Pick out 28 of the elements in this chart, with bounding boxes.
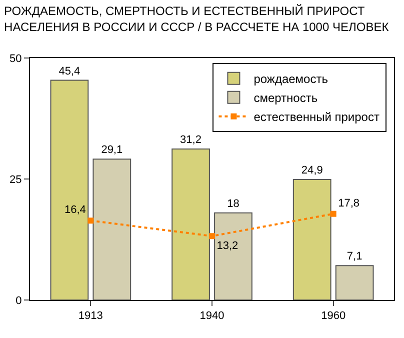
y-tick-label: 0 xyxy=(16,294,22,307)
data-label: 31,2 xyxy=(180,134,202,146)
bar xyxy=(214,212,252,300)
chart-title: РОЖДАЕМОСТЬ, СМЕРТНОСТЬ И ЕСТЕСТВЕННЫЙ ПРИРОСТ НАСЕЛЕНИЯ В РОССИИ И СССР / В РАССЧЕТЕ НА 1000 ЧЕЛОВЕК xyxy=(4,4,389,34)
data-label: 45,4 xyxy=(58,65,80,78)
bar xyxy=(335,265,374,300)
point xyxy=(88,218,94,224)
data-label: 13,2 xyxy=(216,240,238,252)
bar xyxy=(292,178,332,300)
point xyxy=(209,233,215,240)
x-tick-label: 1940 xyxy=(200,310,224,322)
y-tick-label: 50 xyxy=(10,52,22,65)
legend-label: естественный прирост xyxy=(254,110,380,124)
bar xyxy=(92,158,132,300)
data-label: 7,1 xyxy=(346,250,362,263)
data-label: 18 xyxy=(227,198,240,210)
y-tick-label: 25 xyxy=(10,174,22,186)
bar xyxy=(50,80,89,300)
x-tick-label: 1960 xyxy=(321,310,346,322)
legend-label: рождаемость xyxy=(254,72,328,86)
data-label: 17,8 xyxy=(338,197,360,210)
data-label: 16,4 xyxy=(64,204,86,216)
bar xyxy=(172,148,210,300)
data-label: 29,1 xyxy=(101,144,123,156)
legend-label: смертность xyxy=(254,91,318,106)
data-label: 24,9 xyxy=(301,164,323,176)
x-tick-label: 1913 xyxy=(78,310,103,322)
point xyxy=(330,210,336,217)
